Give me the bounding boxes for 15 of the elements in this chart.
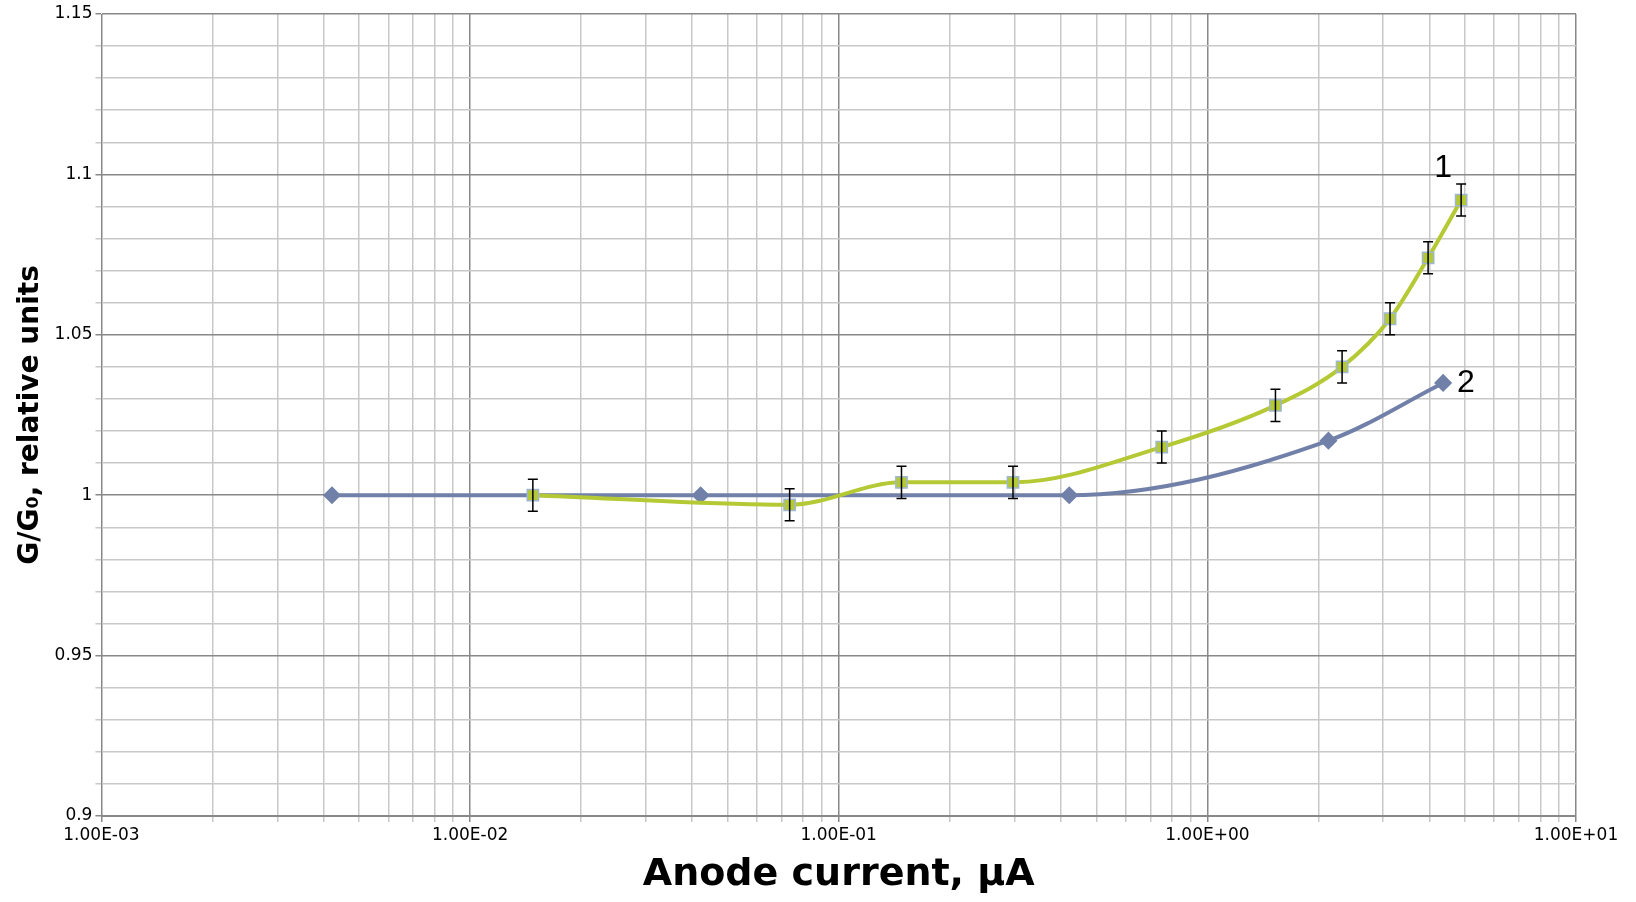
y-tick-label: 0.95 <box>54 644 93 665</box>
x-tick-label: 1.00E-03 <box>63 823 140 844</box>
y-tick-label: 0.9 <box>65 804 93 825</box>
annotation: 2 <box>1457 362 1475 399</box>
y-axis-title: G/G₀, relative units <box>12 265 46 565</box>
y-tick-label: 1 <box>81 483 93 504</box>
x-axis-title: Anode current, µA <box>642 850 1036 895</box>
y-tick-label: 1.05 <box>54 323 93 344</box>
x-tick-label: 1.00E+01 <box>1533 823 1619 844</box>
y-tick-label: 1.1 <box>65 162 93 183</box>
x-tick-label: 1.00E-02 <box>431 823 509 844</box>
x-tick-label: 1.00E+00 <box>1165 823 1250 844</box>
x-tick-label: 1.00E-01 <box>800 823 877 844</box>
annotation: 1 <box>1434 147 1453 184</box>
y-tick-label: 1.15 <box>54 2 93 23</box>
